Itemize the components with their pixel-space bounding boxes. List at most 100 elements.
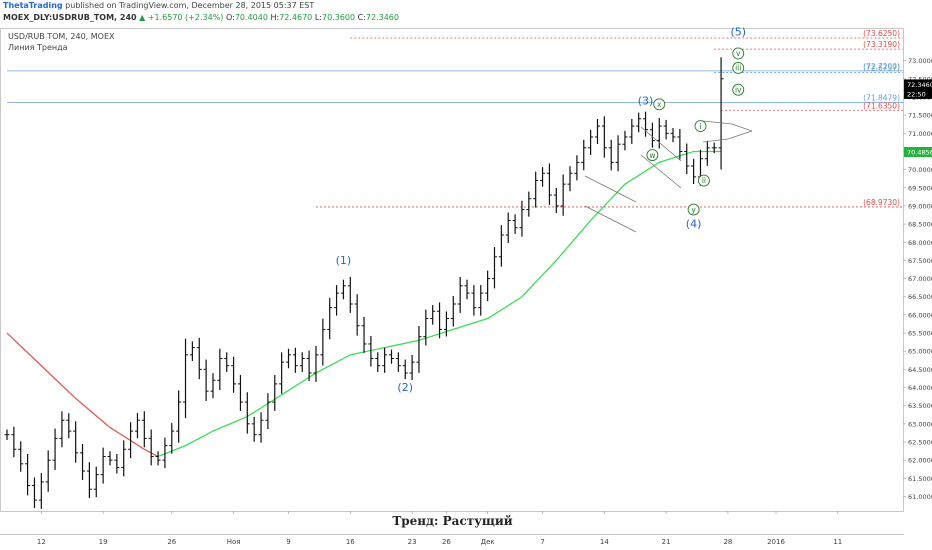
price-bar-9	[66, 413, 72, 439]
l-label: L:	[314, 13, 322, 22]
price-bar-10	[73, 421, 79, 463]
time-tick-label-1: 19	[99, 538, 108, 546]
wave-label-12: (5)	[730, 25, 746, 38]
price-tick-label-3: 62.5000	[908, 439, 932, 447]
horizontal-levels: (73.6250) (73.3190) (72.7200)(72.6757) (71.…	[7, 29, 903, 208]
price-bar-84	[581, 139, 587, 171]
price-bar-28	[196, 337, 202, 380]
price-bar-45	[313, 345, 319, 382]
symbol-label: MOEX_DLY:USDRUB_TOM, 240	[3, 13, 137, 22]
wave-circle-9	[732, 61, 745, 74]
price-bar-51	[354, 294, 360, 336]
price-tick-label-4: 63.0000	[908, 420, 932, 428]
time-tick-label-3: Ноя	[227, 538, 241, 546]
price-bar-69	[478, 285, 484, 316]
price-bar-63	[437, 302, 443, 339]
price-bar-59	[409, 355, 415, 381]
ohlc-header: MOEX_DLY:USDRUB_TOM, 240 ▲ +1.6570 (+2.3…	[3, 13, 399, 22]
price-bar-13	[93, 466, 99, 498]
price-bar-54	[375, 352, 381, 372]
price-bar-61	[423, 309, 429, 346]
price-bar-8	[59, 411, 65, 448]
wave-circle-6	[697, 174, 710, 187]
price-bar-67	[464, 279, 470, 300]
price-bar-11	[80, 443, 86, 480]
price-bar-30	[210, 373, 216, 399]
price-bar-82	[567, 166, 573, 192]
wave-label-11: v	[736, 49, 741, 58]
price-bar-12	[86, 462, 92, 499]
price-bar-75	[519, 200, 525, 237]
price-bar-57	[395, 352, 401, 372]
price-bar-92	[636, 112, 642, 133]
wave-label-8: (4)	[686, 218, 702, 231]
price-bar-93	[643, 111, 649, 137]
price-bar-14	[100, 447, 106, 484]
time-tick-label-10: 14	[600, 538, 609, 546]
price-tick-label-12: 67.0000	[908, 275, 932, 283]
price-bar-72	[498, 225, 504, 267]
hline-label-6: (68.9730)	[863, 198, 900, 207]
time-tick-label-2: 26	[167, 538, 176, 546]
price-bar-5	[38, 473, 44, 510]
price-bar-58	[402, 359, 408, 380]
price-tick-label-7: 64.5000	[908, 366, 932, 374]
price-bar-0	[4, 429, 10, 441]
wave-label-5: i	[699, 122, 701, 131]
hline-label-4: (71.8479)	[863, 94, 900, 103]
price-bar-2	[18, 441, 24, 472]
wave-label-4: w	[649, 151, 655, 160]
price-bar-62	[430, 305, 436, 325]
hline-label-0: (73.6250)	[863, 29, 900, 38]
price-bar-78	[540, 167, 546, 187]
ma-line-down	[6, 332, 159, 458]
price-tick-label-10: 66.0000	[908, 311, 932, 319]
triangle-pattern-upper	[702, 120, 753, 132]
price-bar-48	[334, 285, 340, 316]
price-bar-21	[148, 429, 154, 466]
price-bar-36	[251, 416, 257, 442]
price-bar-77	[533, 171, 539, 208]
published-text: published on TradingView.com, December 2…	[65, 1, 315, 10]
wave-circle-5	[694, 120, 707, 133]
price-bar-6	[45, 450, 51, 492]
price-bar-66	[457, 276, 463, 313]
price-bar-35	[244, 392, 250, 434]
price-bar-71	[491, 246, 497, 289]
price-bar-23	[162, 437, 168, 469]
wave-label-7: y	[691, 205, 696, 214]
price-bar-47	[327, 297, 333, 340]
price-bar-41	[286, 348, 292, 369]
price-bar-94	[649, 122, 655, 148]
triangle-pattern-lower	[702, 130, 753, 143]
h-value: 72.4670	[279, 13, 313, 22]
price-bar-83	[574, 155, 580, 181]
publisher-name[interactable]: ThetaTrading	[3, 1, 63, 10]
price-tag-2	[904, 146, 932, 157]
price-bar-3	[25, 453, 31, 496]
price-bar-76	[526, 191, 532, 217]
hline-label-3: (72.6757)	[863, 63, 900, 72]
price-bars	[4, 57, 724, 510]
h-label: H:	[270, 13, 280, 22]
price-bar-90	[622, 130, 628, 151]
price-bar-16	[114, 453, 120, 474]
price-bar-25	[176, 390, 182, 443]
price-bar-17	[121, 440, 127, 477]
change-value: ▲ +1.6570 (+2.34%)	[139, 13, 224, 22]
c-label: C:	[357, 13, 366, 22]
price-tick-label-13: 67.5000	[908, 257, 932, 265]
trend-line	[6, 150, 722, 458]
channel2-upper-line	[640, 126, 682, 162]
price-tick-label-20: 71.0000	[908, 130, 932, 138]
price-tick-label-24: 73.0000	[908, 57, 932, 65]
price-bar-39	[272, 374, 278, 411]
wave-label-6: ii	[702, 176, 706, 185]
price-bar-91	[629, 118, 635, 145]
price-bar-104	[718, 57, 724, 170]
publish-header: ThetaTrading published on TradingView.co…	[3, 1, 314, 10]
wave-circle-3	[653, 98, 666, 111]
time-tick-label-6: 23	[408, 538, 417, 546]
